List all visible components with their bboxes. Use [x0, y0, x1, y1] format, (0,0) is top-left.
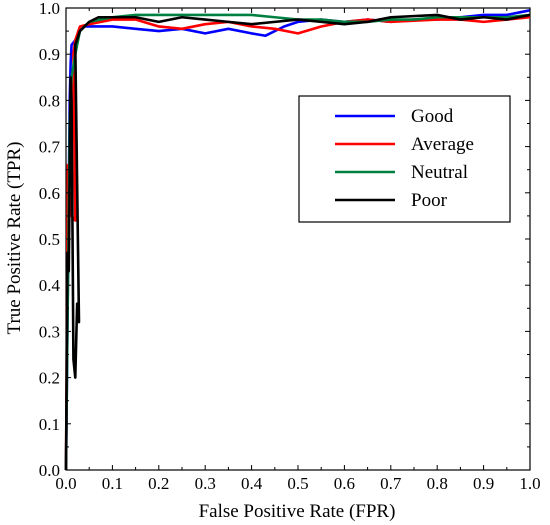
y-tick-label: 0.1	[39, 415, 60, 434]
legend-label-average: Average	[411, 134, 474, 155]
x-tick-label: 0.6	[334, 474, 355, 493]
y-tick-label: 0.0	[39, 461, 60, 480]
x-axis-label: False Positive Rate (FPR)	[199, 501, 396, 522]
y-tick-label: 0.3	[39, 322, 60, 341]
series-line-poor	[64, 13, 531, 471]
series-line-neutral	[64, 13, 531, 471]
x-tick-label: 0.9	[473, 474, 494, 493]
legend-box	[298, 95, 511, 223]
y-tick-label: 0.9	[39, 45, 60, 64]
x-tick-label: 0.3	[195, 474, 216, 493]
x-tick-label: 0.7	[380, 474, 402, 493]
y-tick-label: 0.5	[39, 230, 60, 249]
x-tick-label: 0.0	[55, 474, 76, 493]
y-tick-label: 1.0	[39, 0, 60, 18]
x-tick-label: 0.2	[148, 474, 169, 493]
x-tick-label: 0.4	[241, 474, 263, 493]
series-line-average	[64, 15, 531, 471]
ticks-layer: 0.0 0.1 0.2 0.3 0.4 0.5 0.6 0.7 0.8 0.9 1.0 0.0 0.1 0…	[39, 0, 541, 493]
y-tick-label: 0.8	[39, 91, 60, 110]
legend: Good Average Neutral Poor	[298, 95, 511, 223]
y-tick-label: 0.4	[39, 276, 61, 295]
legend-label-poor: Poor	[411, 190, 448, 211]
plot-frame	[65, 7, 531, 471]
x-tick-label: 0.1	[102, 474, 123, 493]
y-tick-label: 0.2	[39, 369, 60, 388]
x-tick-label: 0.5	[287, 474, 308, 493]
series-layer	[64, 9, 531, 471]
series-line-good	[64, 9, 531, 471]
legend-label-neutral: Neutral	[411, 162, 468, 183]
y-tick-label: 0.6	[39, 184, 60, 203]
x-tick-label: 1.0	[519, 474, 540, 493]
legend-label-good: Good	[411, 106, 454, 127]
y-tick-label: 0.7	[39, 138, 61, 157]
x-tick-label: 0.8	[427, 474, 448, 493]
y-axis-label: True Positive Rate (TPR)	[4, 142, 25, 335]
